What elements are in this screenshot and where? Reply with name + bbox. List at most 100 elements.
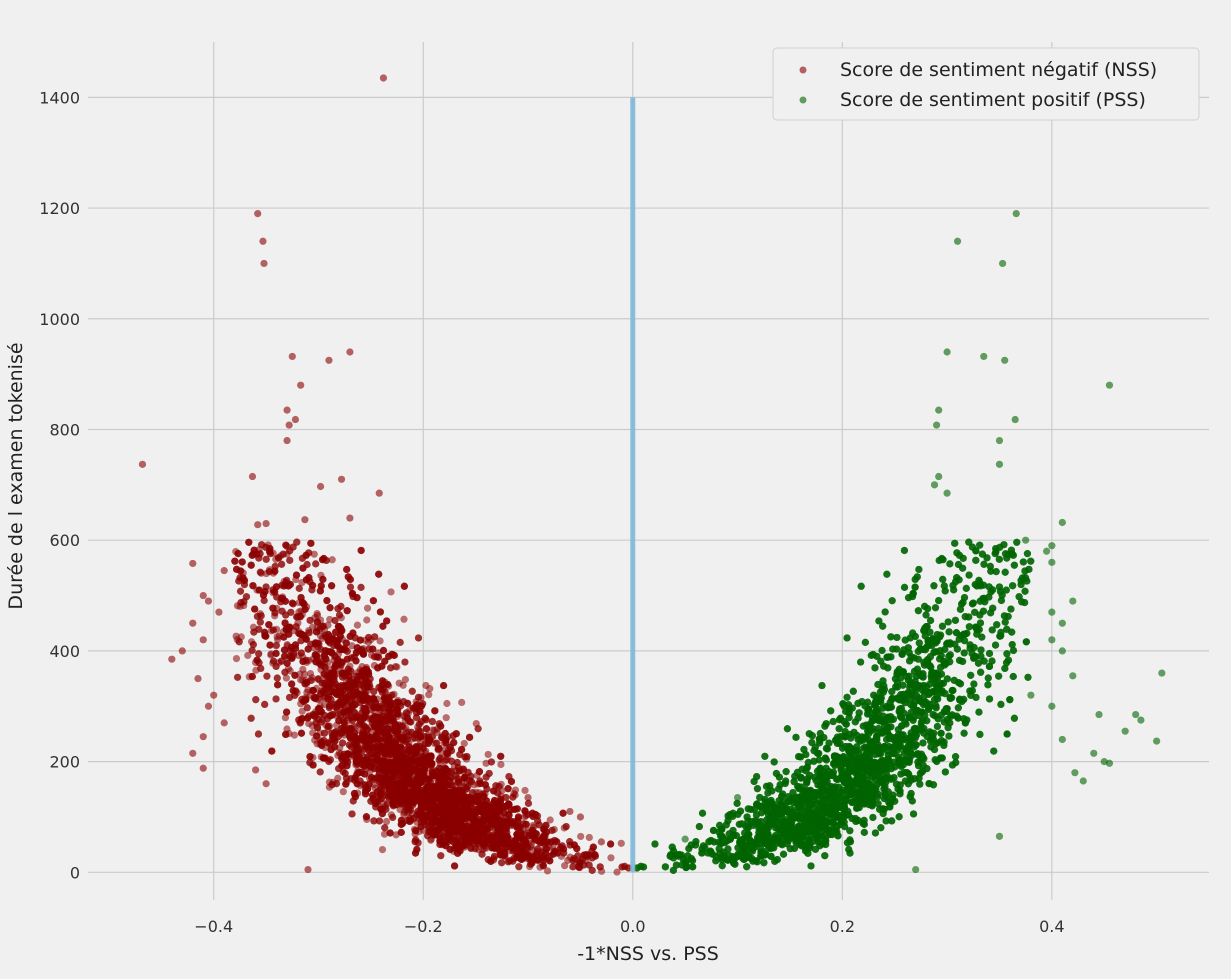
- data-point: [412, 838, 419, 845]
- data-point: [418, 702, 425, 709]
- data-point: [299, 658, 306, 665]
- data-point: [316, 705, 323, 712]
- data-point: [443, 750, 450, 757]
- data-point: [417, 798, 424, 805]
- data-point: [401, 658, 408, 665]
- data-point: [304, 704, 311, 711]
- data-point: [257, 618, 264, 625]
- data-point: [485, 751, 492, 758]
- data-point: [321, 730, 328, 737]
- data-point: [303, 636, 310, 643]
- data-point: [354, 622, 361, 629]
- data-point: [298, 649, 305, 656]
- data-point: [512, 791, 519, 798]
- data-point: [423, 725, 430, 732]
- data-point: [478, 851, 485, 858]
- data-point: [323, 597, 330, 604]
- data-point: [352, 657, 359, 664]
- data-point: [365, 634, 372, 641]
- data-point: [293, 539, 300, 546]
- data-point: [406, 818, 413, 825]
- data-point: [574, 852, 581, 859]
- data-point: [480, 793, 487, 800]
- data-point: [387, 588, 394, 595]
- data-point: [282, 731, 289, 738]
- data-point: [270, 657, 277, 664]
- data-point: [375, 736, 382, 743]
- data-point: [337, 603, 344, 610]
- data-point: [319, 576, 326, 583]
- data-point: [306, 753, 313, 760]
- data-point: [326, 604, 333, 611]
- data-point: [358, 646, 365, 653]
- data-point: [375, 571, 382, 578]
- data-point: [353, 594, 360, 601]
- data-point: [320, 623, 327, 630]
- data-point: [524, 844, 531, 851]
- data-point: [278, 561, 285, 568]
- data-point: [446, 800, 453, 807]
- data-point: [254, 657, 261, 664]
- data-point: [344, 607, 351, 614]
- data-point: [461, 774, 468, 781]
- data-point: [312, 639, 319, 646]
- data-point: [454, 759, 461, 766]
- data-point: [440, 682, 447, 689]
- data-point: [387, 829, 394, 836]
- data-point: [466, 734, 473, 741]
- data-point: [371, 653, 378, 660]
- data-point: [441, 808, 448, 815]
- data-point: [282, 542, 289, 549]
- data-point: [498, 859, 505, 866]
- data-point: [347, 576, 354, 583]
- data-point: [467, 773, 474, 780]
- data-point: [398, 789, 405, 796]
- data-point: [362, 790, 369, 797]
- data-point: [307, 540, 314, 547]
- data-point: [249, 582, 256, 589]
- data-point: [377, 608, 384, 615]
- data-point: [463, 753, 470, 760]
- data-point: [251, 605, 258, 612]
- data-point: [266, 641, 273, 648]
- data-point: [487, 858, 494, 865]
- data-point: [231, 558, 238, 565]
- data-point: [313, 610, 320, 617]
- data-point: [540, 862, 547, 869]
- data-point: [243, 593, 250, 600]
- data-point: [328, 781, 335, 788]
- data-point: [497, 851, 504, 858]
- data-point: [436, 745, 443, 752]
- data-point: [307, 617, 314, 624]
- data-point: [358, 769, 365, 776]
- data-point: [486, 770, 493, 777]
- data-point: [607, 854, 614, 861]
- data-point: [505, 858, 512, 865]
- data-point: [312, 695, 319, 702]
- data-point: [586, 834, 593, 841]
- data-point: [405, 804, 412, 811]
- data-point: [291, 672, 298, 679]
- data-point: [348, 810, 355, 817]
- data-point: [546, 857, 553, 864]
- data-point: [237, 599, 244, 606]
- data-point: [234, 674, 241, 681]
- data-point: [436, 803, 443, 810]
- data-point: [335, 623, 342, 630]
- data-point: [363, 616, 370, 623]
- data-point: [443, 714, 450, 721]
- data-point: [378, 686, 385, 693]
- data-point: [453, 730, 460, 737]
- data-point: [305, 646, 312, 653]
- data-point: [389, 814, 396, 821]
- data-point: [282, 598, 289, 605]
- data-point: [337, 632, 344, 639]
- data-point: [309, 582, 316, 589]
- data-point: [281, 646, 288, 653]
- data-point: [283, 708, 290, 715]
- data-point: [268, 748, 275, 755]
- data-point: [561, 862, 568, 869]
- data-point: [404, 715, 411, 722]
- data-point: [621, 863, 628, 870]
